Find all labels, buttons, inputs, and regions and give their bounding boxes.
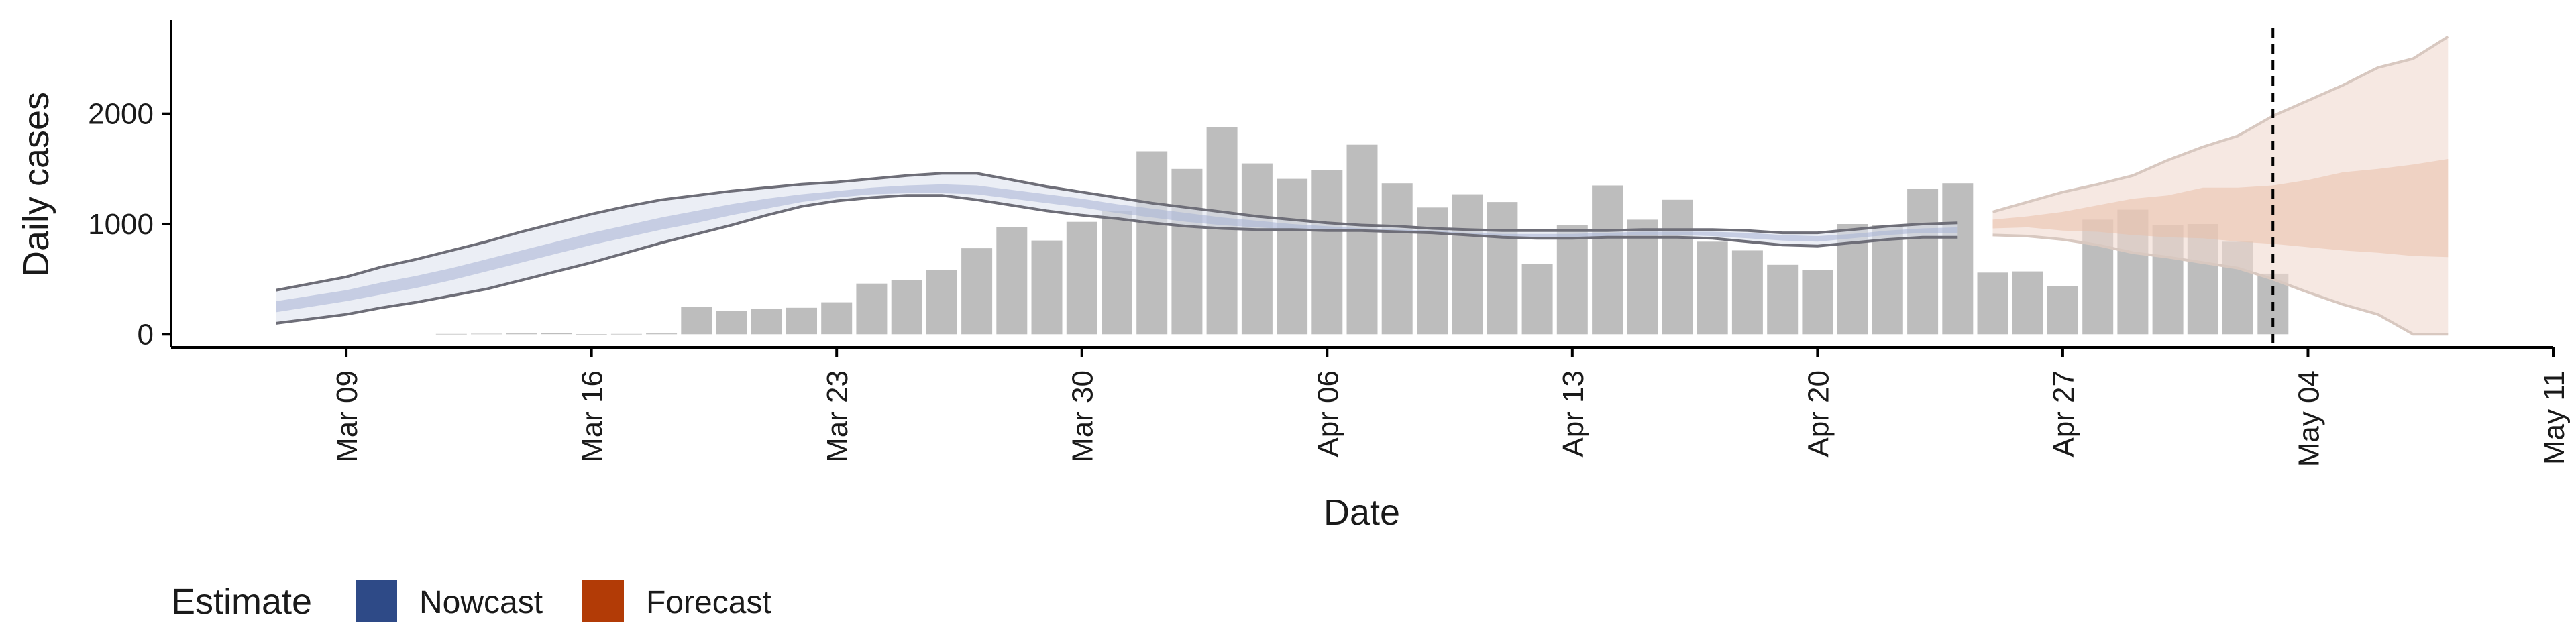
x-axis-title: Date [1324,492,1400,533]
bar-2020-04-03 [1206,127,1238,335]
bar-2020-03-20 [716,311,747,335]
forecast-band-50 [1992,159,2449,258]
bar-2020-03-17 [610,333,642,335]
bar-2020-04-13 [1556,225,1588,335]
y-axis-title: Daily cases [16,92,56,277]
bar-2020-04-15 [1627,219,1658,335]
bar-2020-04-07 [1346,144,1378,335]
x-tick-label-2020-04-06: Apr 06 [1311,370,1344,458]
bar-2020-04-23 [1907,189,1939,335]
bar-2020-03-23 [821,302,853,335]
bar-2020-04-08 [1381,183,1413,335]
forecast-band-90 [1992,36,2449,335]
x-tick-label-2020-03-09: Mar 09 [331,370,364,462]
bar-2020-03-18 [646,333,678,335]
axes [162,20,2555,357]
bar-2020-04-06 [1311,170,1343,335]
bar-2020-04-24 [1942,183,1974,335]
bar-2020-04-16 [1662,199,1693,335]
x-tick-label-2020-05-04: May 04 [2293,370,2326,467]
bar-2020-03-30 [1066,221,1097,335]
nowcast-upper-line [276,172,1958,292]
bar-2020-03-19 [681,307,712,335]
x-tick-label-2020-04-27: Apr 27 [2047,370,2080,458]
bar-2020-03-12 [435,333,467,335]
x-tick-label-2020-03-23: Mar 23 [821,370,854,462]
bar-2020-03-16 [576,334,607,335]
bar-2020-04-14 [1592,185,1623,335]
bar-2020-04-20 [1802,270,1833,335]
bar-2020-03-14 [506,333,537,335]
x-tick-label-2020-04-20: Apr 20 [1802,370,1835,458]
bar-2020-04-26 [2012,271,2043,335]
forecast-lower-line [1992,233,2449,336]
bar-2020-03-28 [996,227,1028,335]
nowcast-lower-line [276,194,1958,325]
legend-label-nowcast: Nowcast [419,585,543,621]
bar-2020-03-22 [786,307,817,335]
bar-2020-04-25 [1977,272,2008,335]
legend: Estimate Nowcast Forecast [171,580,771,622]
bar-2020-03-26 [926,270,957,335]
y-tick-label-0: 0 [138,318,154,351]
x-tick-label-2020-05-11: May 11 [2538,370,2571,465]
x-tick-label-2020-04-13: Apr 13 [1557,370,1590,458]
legend-title: Estimate [171,582,312,622]
bar-2020-03-27 [961,248,993,335]
bar-2020-03-25 [891,280,922,335]
bar-2020-04-01 [1136,151,1168,335]
bar-2020-04-05 [1277,178,1308,335]
forecast-upper-line [1992,35,2449,213]
bar-2020-03-24 [856,283,888,335]
bar-2020-04-18 [1731,250,1763,335]
bar-2020-04-02 [1171,168,1203,335]
bar-2020-04-11 [1487,202,1518,335]
legend-label-forecast: Forecast [646,585,771,621]
bar-2020-03-21 [751,309,782,335]
bar-2020-04-19 [1767,264,1799,335]
bar-2020-03-31 [1102,211,1132,335]
y-tick-label-1000: 1000 [88,208,154,241]
bar-2020-04-22 [1872,225,1903,335]
x-tick-label-2020-03-16: Mar 16 [576,370,609,462]
bar-2020-03-13 [471,333,502,335]
nowcast-band-50 [276,184,1958,313]
plot-area [276,28,2449,347]
nowcast-band-90 [276,173,1958,323]
bar-2020-04-04 [1241,163,1273,335]
y-tick-label-2000: 2000 [88,98,154,131]
bar-2020-03-15 [541,333,572,335]
legend-swatch-forecast [582,580,624,622]
bar-2020-04-17 [1697,241,1728,335]
bar-2020-03-29 [1031,240,1063,335]
legend-swatch-nowcast [356,580,397,622]
bar-2020-04-10 [1452,194,1483,335]
x-tick-label-2020-03-30: Mar 30 [1067,370,1099,462]
bar-2020-04-12 [1521,264,1553,335]
bar-2020-04-27 [2047,286,2078,335]
